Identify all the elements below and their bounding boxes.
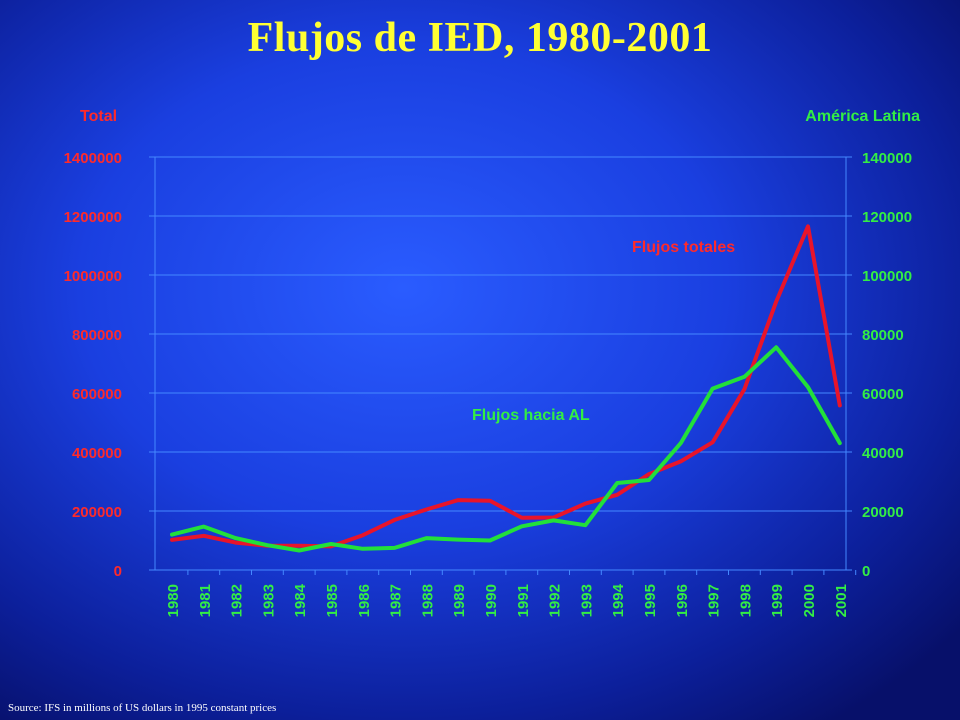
x-tick-label: 1988 [419, 584, 436, 617]
x-tick-label: 1993 [578, 584, 595, 617]
left-tick-label: 600000 [72, 386, 122, 403]
x-tick-label: 1987 [388, 584, 405, 617]
right-tick-label: 40000 [862, 445, 904, 462]
x-tick-label: 1981 [197, 584, 214, 617]
right-tick-label: 80000 [862, 327, 904, 344]
x-tick-label: 1984 [292, 583, 309, 617]
left-tick-label: 1400000 [64, 150, 122, 167]
right-tick-label: 0 [862, 563, 870, 580]
x-tick-label: 1999 [769, 584, 786, 617]
series-label-flujos-hacia-al: Flujos hacia AL [472, 407, 590, 424]
x-tick-label: 1980 [165, 584, 182, 617]
x-tick-label: 1989 [451, 584, 468, 617]
left-tick-label: 1000000 [64, 268, 122, 285]
x-tick-label: 1983 [260, 584, 277, 617]
x-tick-label: 1992 [547, 584, 564, 617]
left-tick-label: 400000 [72, 445, 122, 462]
right-tick-label: 120000 [862, 209, 912, 226]
x-tick-label: 1996 [674, 584, 691, 617]
right-tick-label: 20000 [862, 504, 904, 521]
series-line-flujos-totales [170, 224, 842, 549]
x-tick-label: 1998 [737, 584, 754, 617]
right-axis-title: América Latina [805, 108, 920, 125]
x-tick-label: 1994 [610, 583, 627, 617]
x-tick-label: 2001 [833, 584, 850, 617]
series-label-flujos-totales: Flujos totales [632, 239, 735, 256]
x-tick-label: 1997 [706, 584, 723, 617]
x-tick-label: 1986 [356, 584, 373, 617]
x-tick-label: 1991 [515, 584, 532, 617]
right-tick-label: 60000 [862, 386, 904, 403]
left-tick-label: 1200000 [64, 209, 122, 226]
left-tick-label: 0 [114, 563, 122, 580]
left-axis-title: Total [80, 108, 118, 125]
left-tick-label: 800000 [72, 327, 122, 344]
x-tick-label: 1995 [642, 584, 659, 617]
right-tick-label: 100000 [862, 268, 912, 285]
x-tick-label: 1990 [483, 584, 500, 617]
chart-title: Flujos de IED, 1980-2001 [247, 15, 713, 61]
x-tick-label: 1982 [229, 584, 246, 617]
x-tick-label: 1985 [324, 584, 341, 617]
left-tick-label: 200000 [72, 504, 122, 521]
x-tick-label: 2000 [801, 584, 818, 617]
source-note: Source: IFS in millions of US dollars in… [8, 702, 277, 714]
series-line-flujos-hacia-al [170, 345, 842, 553]
right-tick-label: 140000 [862, 150, 912, 167]
